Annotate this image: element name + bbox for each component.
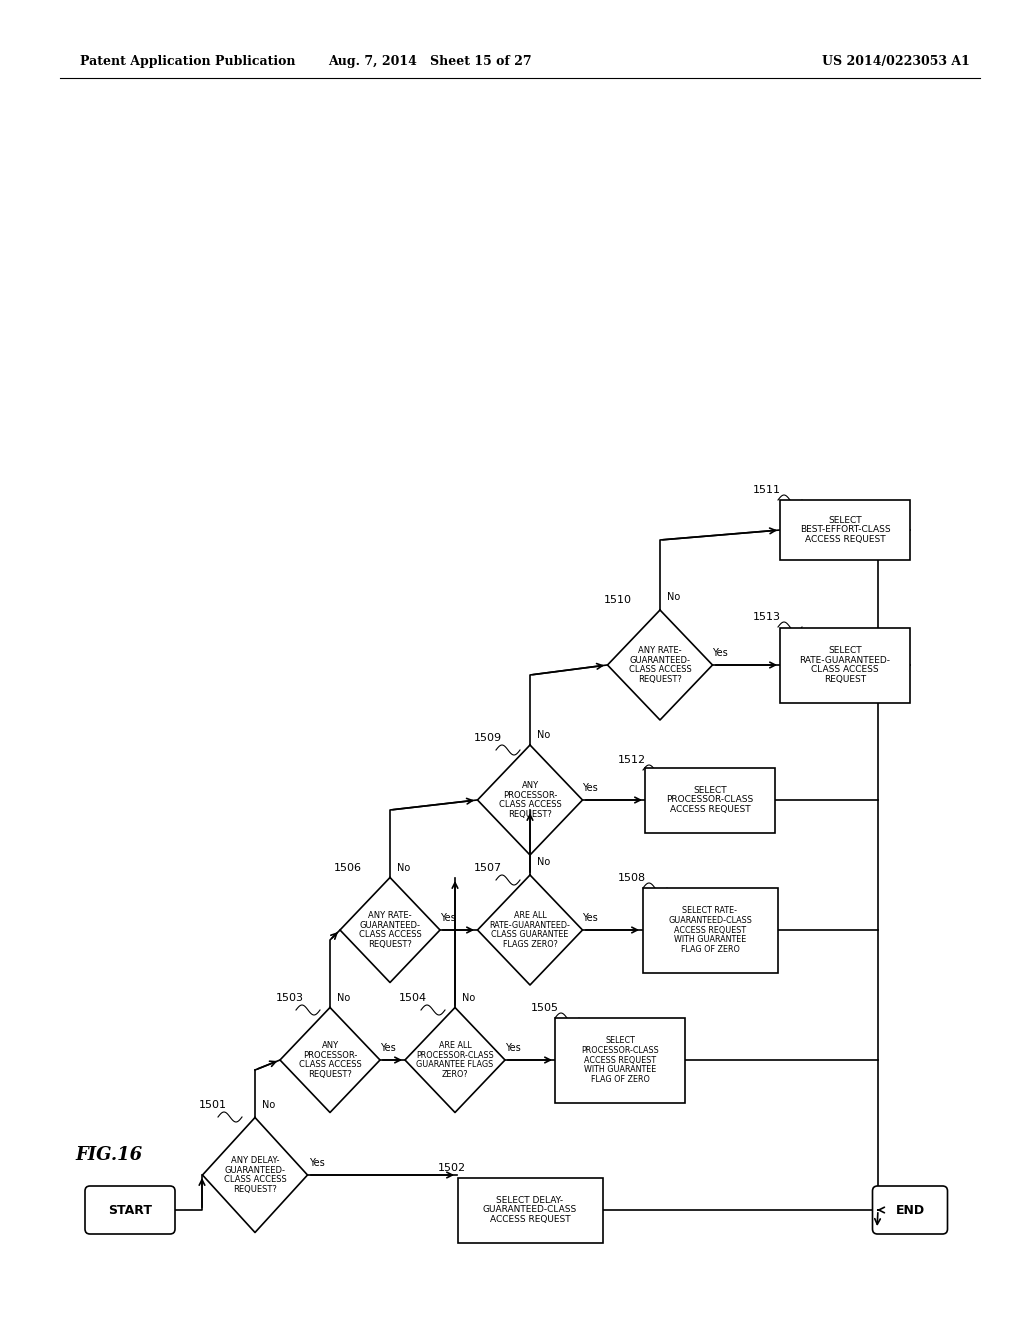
Text: FIG.16: FIG.16: [75, 1146, 142, 1164]
Text: No: No: [538, 730, 551, 741]
Text: 1513: 1513: [753, 612, 781, 622]
Text: Yes: Yes: [309, 1158, 325, 1168]
Text: ARE ALL
PROCESSOR-CLASS
GUARANTEE FLAGS
ZERO?: ARE ALL PROCESSOR-CLASS GUARANTEE FLAGS …: [416, 1041, 494, 1078]
Text: No: No: [397, 863, 411, 873]
Text: START: START: [108, 1204, 152, 1217]
Text: SELECT DELAY-
GUARANTEED-CLASS
ACCESS REQUEST: SELECT DELAY- GUARANTEED-CLASS ACCESS RE…: [483, 1196, 578, 1224]
Text: 1502: 1502: [438, 1163, 466, 1173]
Text: Yes: Yes: [440, 913, 456, 923]
Text: 1505: 1505: [531, 1003, 559, 1012]
Text: No: No: [668, 591, 681, 602]
Bar: [645, 767, 775, 833]
Text: No: No: [262, 1100, 275, 1110]
Text: SELECT
RATE-GUARANTEED-
CLASS ACCESS
REQUEST: SELECT RATE-GUARANTEED- CLASS ACCESS REQ…: [800, 645, 891, 684]
Text: Yes: Yes: [582, 913, 598, 923]
Text: 1507: 1507: [474, 863, 502, 873]
Bar: [555, 1018, 685, 1102]
Text: 1508: 1508: [617, 873, 646, 883]
Text: Yes: Yes: [582, 783, 598, 793]
Text: ARE ALL
RATE-GUARANTEED-
CLASS GUARANTEE
FLAGS ZERO?: ARE ALL RATE-GUARANTEED- CLASS GUARANTEE…: [489, 911, 570, 949]
Text: No: No: [463, 993, 475, 1003]
Text: SELECT RATE-
GUARANTEED-CLASS
ACCESS REQUEST
WITH GUARANTEE
FLAG OF ZERO: SELECT RATE- GUARANTEED-CLASS ACCESS REQ…: [668, 906, 752, 954]
Text: US 2014/0223053 A1: US 2014/0223053 A1: [822, 55, 970, 69]
Text: No: No: [538, 857, 551, 867]
FancyBboxPatch shape: [872, 1185, 947, 1234]
Text: ANY RATE-
GUARANTEED-
CLASS ACCESS
REQUEST?: ANY RATE- GUARANTEED- CLASS ACCESS REQUE…: [629, 645, 691, 684]
Text: SELECT
BEST-EFFORT-CLASS
ACCESS REQUEST: SELECT BEST-EFFORT-CLASS ACCESS REQUEST: [800, 516, 890, 544]
Bar: [780, 627, 910, 702]
Text: Yes: Yes: [712, 648, 728, 657]
Text: Yes: Yes: [380, 1043, 396, 1053]
FancyBboxPatch shape: [85, 1185, 175, 1234]
Text: SELECT
PROCESSOR-CLASS
ACCESS REQUEST
WITH GUARANTEE
FLAG OF ZERO: SELECT PROCESSOR-CLASS ACCESS REQUEST WI…: [582, 1036, 658, 1084]
Text: 1506: 1506: [334, 863, 362, 873]
Bar: [642, 887, 777, 973]
Bar: [458, 1177, 602, 1242]
Text: Aug. 7, 2014   Sheet 15 of 27: Aug. 7, 2014 Sheet 15 of 27: [328, 55, 531, 69]
Text: Patent Application Publication: Patent Application Publication: [80, 55, 296, 69]
Text: SELECT
PROCESSOR-CLASS
ACCESS REQUEST: SELECT PROCESSOR-CLASS ACCESS REQUEST: [667, 785, 754, 814]
Text: 1503: 1503: [276, 993, 304, 1003]
Text: No: No: [337, 993, 350, 1003]
Text: ANY
PROCESSOR-
CLASS ACCESS
REQUEST?: ANY PROCESSOR- CLASS ACCESS REQUEST?: [299, 1041, 361, 1078]
Text: 1510: 1510: [604, 595, 632, 605]
Text: 1511: 1511: [753, 484, 781, 495]
Text: 1512: 1512: [617, 755, 646, 766]
Text: 1509: 1509: [474, 733, 502, 743]
Text: ANY RATE-
GUARANTEED-
CLASS ACCESS
REQUEST?: ANY RATE- GUARANTEED- CLASS ACCESS REQUE…: [358, 911, 421, 949]
Text: 1504: 1504: [399, 993, 427, 1003]
Text: ANY
PROCESSOR-
CLASS ACCESS
REQUEST?: ANY PROCESSOR- CLASS ACCESS REQUEST?: [499, 781, 561, 818]
Text: 1501: 1501: [199, 1100, 227, 1110]
Text: END: END: [895, 1204, 925, 1217]
Text: Yes: Yes: [505, 1043, 521, 1053]
Bar: [780, 500, 910, 560]
Text: ANY DELAY-
GUARANTEED-
CLASS ACCESS
REQUEST?: ANY DELAY- GUARANTEED- CLASS ACCESS REQU…: [223, 1156, 287, 1195]
